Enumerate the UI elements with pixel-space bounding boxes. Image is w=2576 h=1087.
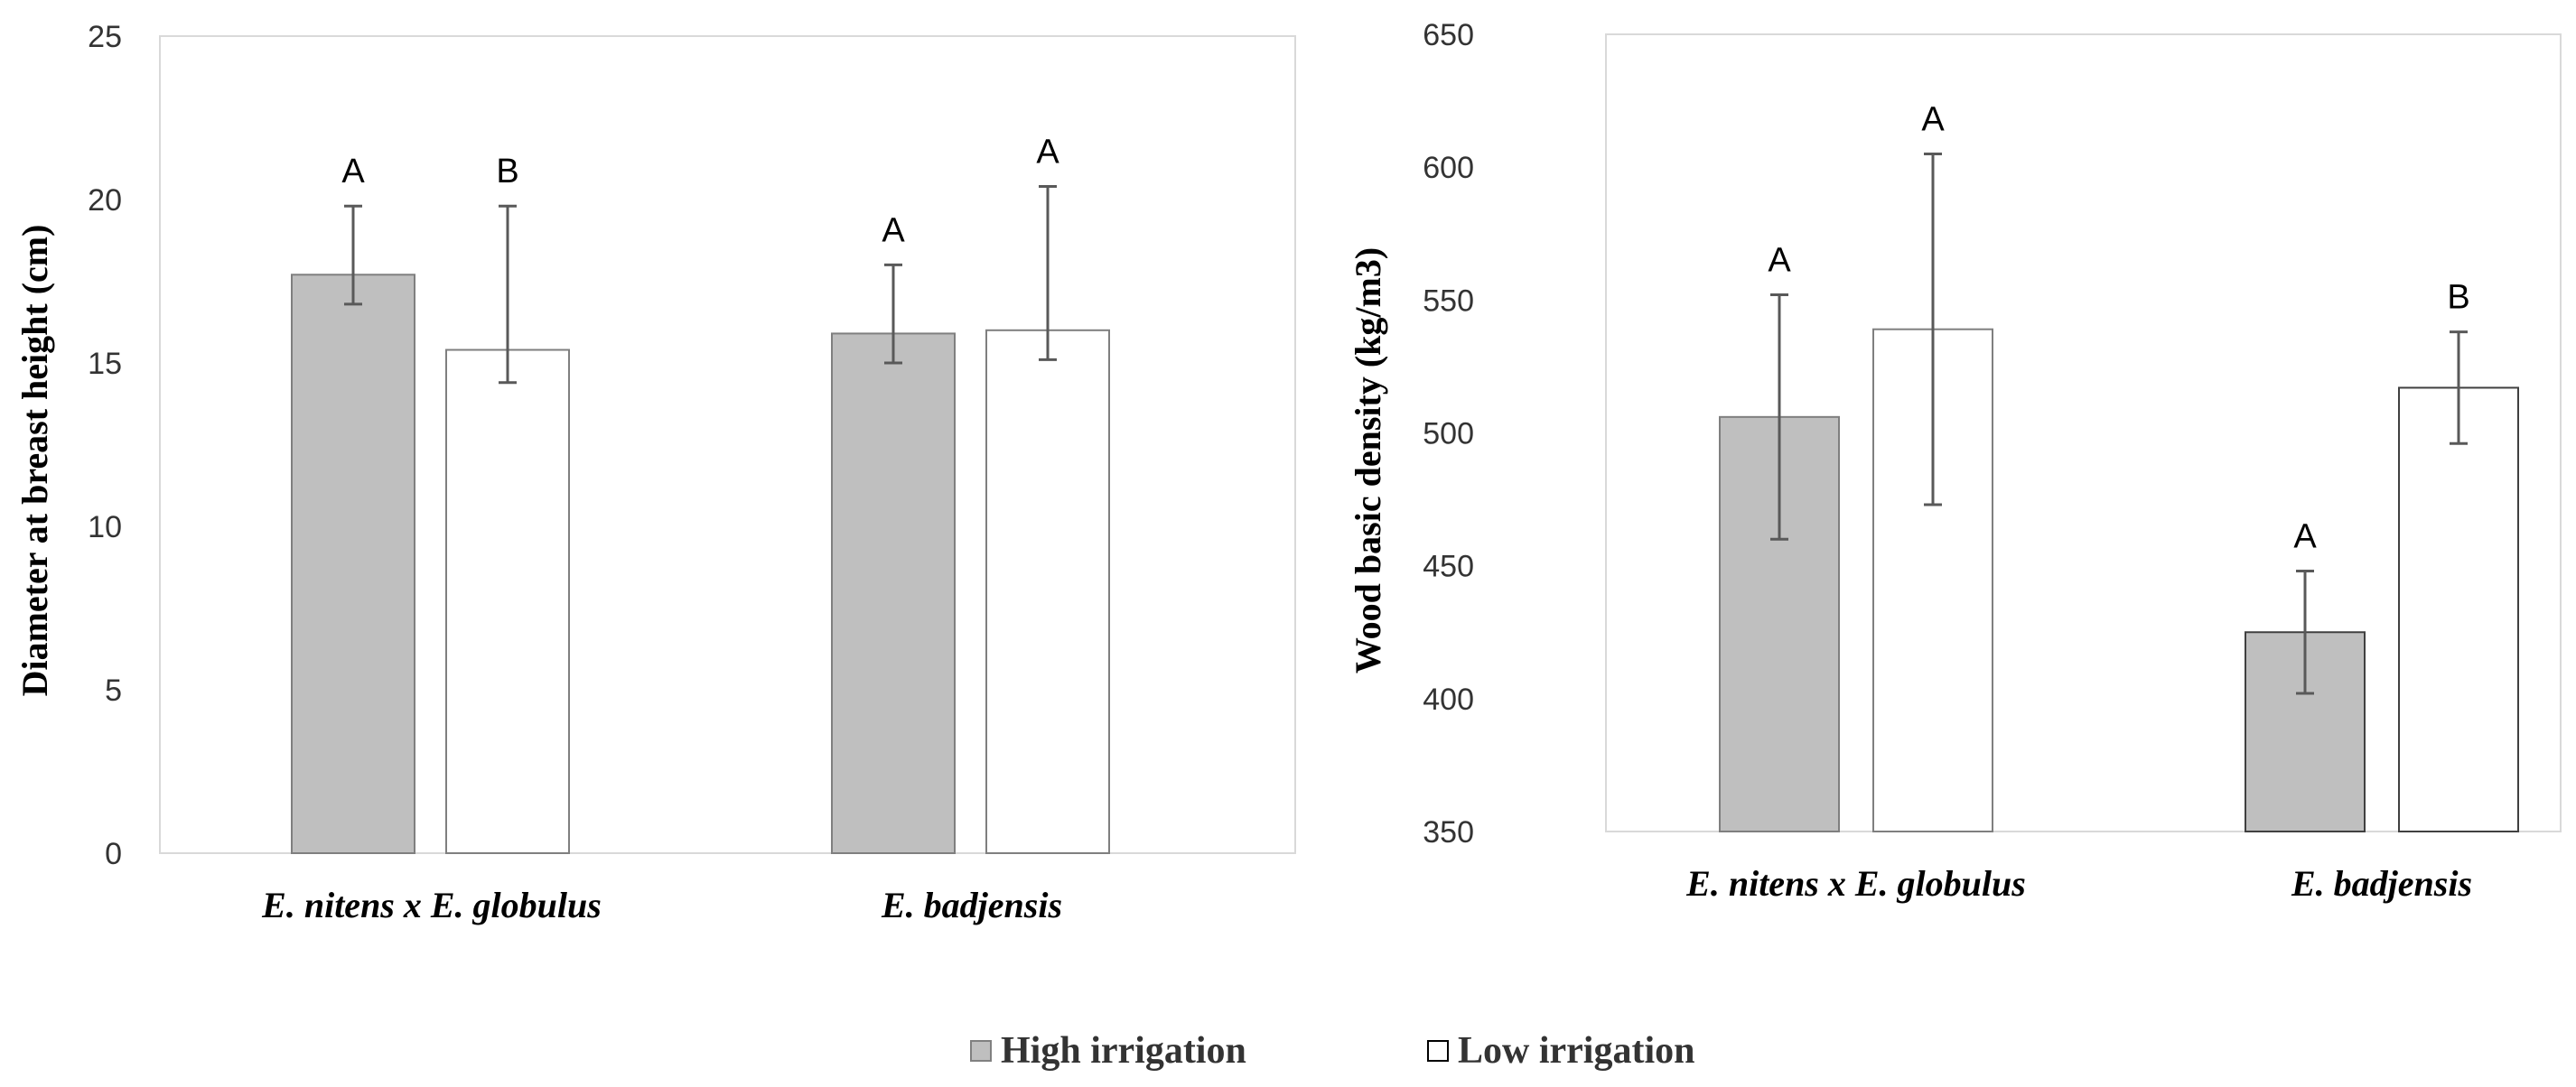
legend-label-high: High irrigation bbox=[1001, 1030, 1246, 1072]
density-y-tick-label: 550 bbox=[1423, 283, 1474, 318]
dbh-y-tick-label: 0 bbox=[105, 837, 122, 871]
dbh-significance-label: A bbox=[341, 153, 365, 190]
dbh-significance-label: A bbox=[1036, 134, 1059, 172]
dbh-chart: Diameter at breast height (cm) 0 5 10 15 20 2… bbox=[14, 20, 1296, 925]
legend: High irrigation Low irrigation bbox=[970, 1030, 1694, 1072]
dbh-y-tick-label: 5 bbox=[105, 674, 122, 708]
density-y-tick-label: 450 bbox=[1423, 550, 1474, 584]
dbh-bar-high bbox=[831, 332, 956, 855]
legend-label-low: Low irrigation bbox=[1458, 1030, 1694, 1072]
dbh-y-tick-label: 15 bbox=[88, 347, 122, 381]
density-chart: Wood basic density (kg/m3) 350 400 450 500 5… bbox=[1348, 18, 2562, 904]
dbh-bar-low bbox=[445, 348, 570, 854]
dbh-y-tick-label: 20 bbox=[88, 183, 122, 218]
density-y-tick-label: 650 bbox=[1423, 18, 1474, 52]
density-y-tick-label: 500 bbox=[1423, 417, 1474, 451]
density-significance-label: A bbox=[2293, 518, 2317, 556]
density-y-axis-label: Wood basic density (kg/m3) bbox=[1348, 247, 1388, 674]
density-y-tick-label: 350 bbox=[1423, 815, 1474, 850]
dbh-y-axis-label: Diameter at breast height (cm) bbox=[14, 225, 55, 697]
density-significance-label: B bbox=[2447, 279, 2469, 317]
density-category-label: E. badjensis bbox=[2291, 863, 2472, 904]
dbh-y-tick-label: 10 bbox=[88, 510, 122, 544]
dbh-category-label: E. badjensis bbox=[881, 885, 1062, 925]
dbh-significance-label: B bbox=[496, 153, 518, 190]
density-bar-low bbox=[2398, 386, 2519, 832]
density-significance-label: A bbox=[1768, 241, 1791, 279]
density-category-label: E. nitens x E. globulus bbox=[1685, 863, 2026, 904]
dbh-bar-low bbox=[985, 329, 1110, 854]
dbh-category-label: E. nitens x E. globulus bbox=[261, 885, 602, 925]
dbh-significance-label: A bbox=[882, 211, 905, 249]
dbh-bar-high bbox=[291, 274, 415, 854]
density-y-tick-label: 400 bbox=[1423, 683, 1474, 717]
dbh-y-tick-label: 25 bbox=[88, 20, 122, 54]
density-plot-frame bbox=[1605, 33, 2562, 832]
legend-swatch-high bbox=[970, 1040, 992, 1062]
dbh-plot-frame bbox=[159, 35, 1296, 854]
legend-swatch-low bbox=[1427, 1040, 1449, 1062]
density-y-tick-label: 600 bbox=[1423, 151, 1474, 185]
density-significance-label: A bbox=[1921, 100, 1945, 138]
